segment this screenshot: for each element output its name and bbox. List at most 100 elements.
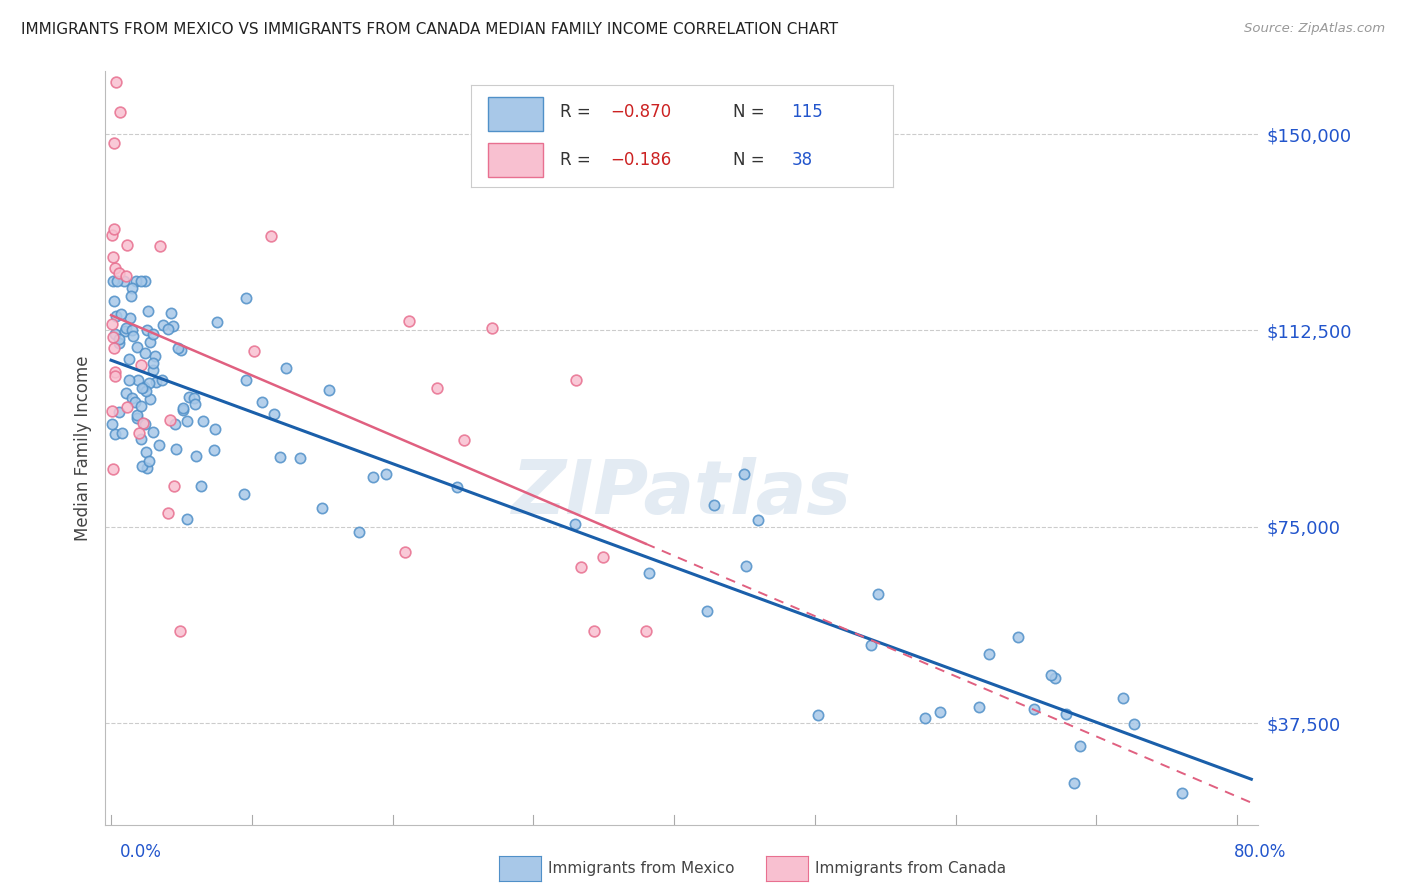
Point [269, 450, 291, 464]
Point [165, 417, 187, 432]
Point [263, 407, 285, 421]
Point [235, 374, 257, 388]
Point [142, 425, 165, 439]
Point [169, 624, 191, 639]
Point [136, 304, 159, 318]
Point [134, 417, 156, 431]
Text: ZIPatlas: ZIPatlas [512, 457, 852, 530]
Point [1123, 717, 1146, 731]
Point [183, 392, 205, 406]
Point [115, 268, 138, 283]
Point [426, 381, 449, 395]
Point [1054, 706, 1077, 721]
Point [104, 427, 127, 442]
Point [156, 506, 179, 520]
Point [115, 238, 138, 252]
Point [564, 516, 586, 531]
Point [135, 445, 157, 459]
Point [311, 501, 333, 516]
Point [1043, 671, 1066, 685]
Point [167, 341, 190, 355]
Point [135, 460, 157, 475]
Point [104, 326, 127, 341]
Point [132, 417, 155, 431]
Point [288, 450, 311, 465]
Point [103, 136, 125, 151]
Point [107, 266, 129, 280]
Point [101, 404, 124, 418]
Point [145, 376, 167, 390]
Text: −0.186: −0.186 [610, 151, 672, 169]
Point [103, 293, 125, 308]
Point [127, 373, 149, 387]
Point [131, 381, 153, 395]
Point [136, 323, 159, 337]
Text: R =: R = [560, 151, 596, 169]
Point [1063, 776, 1085, 790]
Point [124, 274, 146, 288]
Point [349, 524, 371, 539]
Point [179, 391, 201, 405]
Point [634, 624, 657, 639]
Point [129, 432, 152, 446]
Point [159, 413, 181, 427]
Point [104, 368, 127, 383]
Point [453, 433, 475, 447]
Point [103, 222, 125, 236]
Point [115, 400, 138, 414]
Point [569, 560, 592, 574]
Point [112, 274, 135, 288]
Point [121, 281, 143, 295]
Point [104, 260, 127, 275]
Text: Immigrants from Canada: Immigrants from Canada [815, 862, 1007, 876]
Point [190, 479, 212, 493]
Point [967, 699, 990, 714]
Point [860, 638, 883, 652]
Point [132, 380, 155, 394]
Point [143, 349, 166, 363]
Point [131, 458, 153, 473]
Point [204, 422, 226, 436]
Point [481, 321, 503, 335]
Point [101, 317, 124, 331]
Point [928, 705, 950, 719]
Point [868, 587, 890, 601]
Point [118, 351, 141, 366]
Point [129, 399, 152, 413]
Text: Immigrants from Mexico: Immigrants from Mexico [548, 862, 735, 876]
Point [121, 323, 143, 337]
Point [807, 708, 830, 723]
Point [142, 363, 165, 377]
Point [1007, 630, 1029, 644]
Point [250, 394, 273, 409]
Point [747, 513, 769, 527]
Bar [488, 97, 543, 131]
Point [583, 624, 606, 639]
Point [111, 425, 134, 440]
Point [118, 373, 141, 387]
Point [207, 315, 229, 329]
Point [134, 274, 156, 288]
Point [127, 408, 149, 422]
Point [124, 395, 146, 409]
Text: N =: N = [733, 103, 769, 121]
Text: R =: R = [560, 103, 596, 121]
Point [127, 340, 149, 354]
Point [108, 332, 131, 346]
Point [104, 365, 127, 379]
Point [703, 498, 725, 512]
Point [108, 336, 131, 351]
Point [735, 558, 758, 573]
Y-axis label: Median Family Income: Median Family Income [73, 356, 91, 541]
Point [160, 306, 183, 320]
Point [162, 318, 184, 333]
Point [1170, 786, 1192, 800]
Point [120, 289, 142, 303]
Point [115, 321, 138, 335]
Point [139, 334, 162, 349]
Point [186, 449, 208, 463]
Point [114, 385, 136, 400]
Point [101, 462, 124, 476]
Point [260, 228, 283, 243]
Point [101, 250, 124, 264]
